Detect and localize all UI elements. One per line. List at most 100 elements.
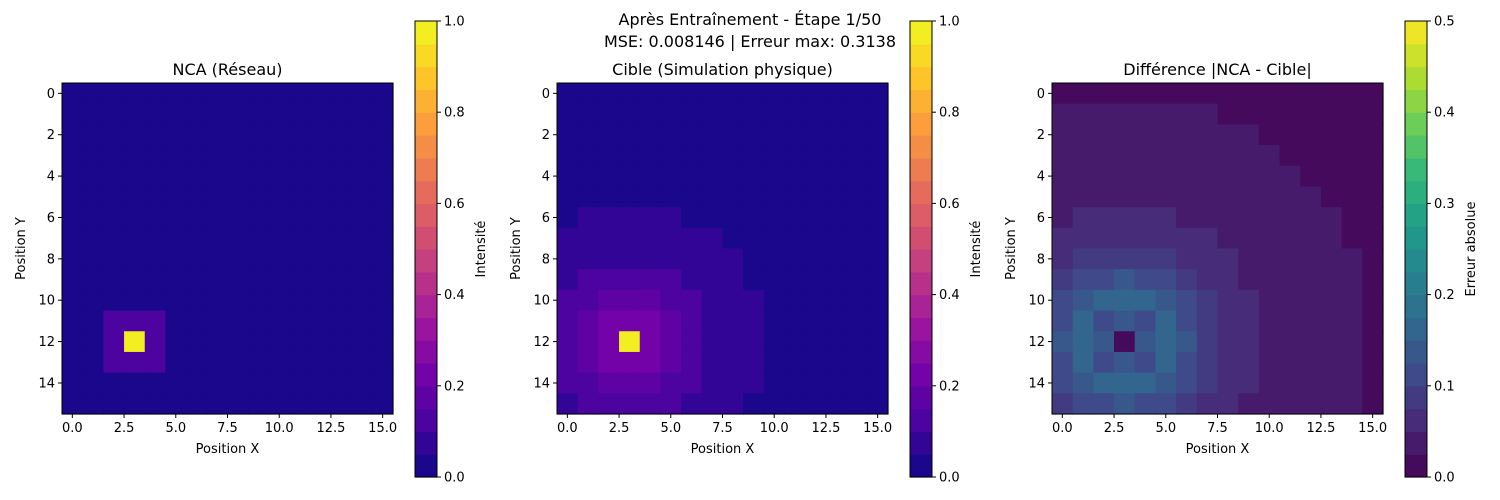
colorbar-segment xyxy=(415,271,437,296)
heatmap-cell xyxy=(1258,248,1281,270)
heatmap-cell xyxy=(1093,165,1115,188)
heatmap-cell xyxy=(1320,310,1343,332)
heatmap-cell xyxy=(1362,351,1384,374)
heatmap-cell xyxy=(557,248,579,270)
heatmap-cell xyxy=(1176,393,1198,415)
colorbar-segment xyxy=(910,21,932,45)
heatmap-cell xyxy=(144,186,167,208)
heatmap-cell xyxy=(144,393,167,415)
heatmap-cell xyxy=(372,310,394,332)
heatmap-cell xyxy=(62,248,84,270)
heatmap-cell xyxy=(1155,227,1177,250)
heatmap-cell xyxy=(1362,248,1384,270)
heatmap-cell xyxy=(124,289,146,312)
heatmap-cell xyxy=(660,186,682,208)
heatmap-cell xyxy=(330,269,353,291)
heatmap-cell xyxy=(577,227,599,250)
heatmap-cell xyxy=(248,83,270,105)
heatmap-cell xyxy=(1155,269,1177,291)
heatmap-cell xyxy=(351,124,373,146)
heatmap-cell xyxy=(1093,351,1115,374)
heatmap-cell xyxy=(1072,186,1094,208)
colorbar-tick-label: 0.2 xyxy=(444,379,465,394)
heatmap-cell xyxy=(577,83,599,105)
heatmap-cell xyxy=(577,186,599,208)
heatmap-cell xyxy=(825,393,848,415)
heatmap-cell xyxy=(289,124,311,146)
y-axis-label: Position Y xyxy=(1004,217,1019,280)
heatmap-cell xyxy=(62,165,84,188)
heatmap-cell xyxy=(1196,310,1219,332)
heatmap-cell xyxy=(805,83,827,105)
colorbar-frame xyxy=(909,20,933,478)
heatmap-cell xyxy=(1134,145,1157,167)
heatmap-cell xyxy=(310,393,332,415)
heatmap-cell xyxy=(1134,248,1157,270)
heatmap-cell xyxy=(1176,83,1198,105)
heatmap-cell xyxy=(1176,289,1198,312)
heatmap-cell xyxy=(763,331,786,353)
heatmap-cell xyxy=(1093,186,1115,208)
heatmap-cell xyxy=(372,372,394,394)
heatmap-cell xyxy=(867,83,889,105)
heatmap-cell xyxy=(867,248,889,270)
heatmap-cell xyxy=(743,372,765,394)
heatmap-cell xyxy=(1176,331,1198,353)
colorbar-segment xyxy=(415,294,437,318)
colorbar-tick-label: 0.0 xyxy=(939,471,960,486)
colorbar-segment xyxy=(1405,340,1427,364)
x-tick-label: 10.0 xyxy=(265,421,294,436)
colorbar-tick-label: 0.4 xyxy=(939,288,960,303)
heatmap-cell xyxy=(1196,124,1219,146)
heatmap-cell xyxy=(103,103,125,125)
heatmap-cell xyxy=(144,331,167,353)
panel-title: Cible (Simulation physique) xyxy=(612,60,833,79)
heatmap-cell xyxy=(1114,331,1136,353)
heatmap-cell xyxy=(186,310,208,332)
x-tick-label: 2.5 xyxy=(609,421,630,436)
heatmap-cell xyxy=(82,269,104,291)
heatmap-cell xyxy=(743,145,765,167)
heatmap-cell xyxy=(619,351,641,374)
heatmap-cell xyxy=(557,372,579,394)
heatmap-cell xyxy=(598,372,620,394)
heatmap-cell xyxy=(82,186,104,208)
heatmap-cell xyxy=(268,207,291,229)
colorbar-segment xyxy=(415,66,437,90)
heatmap-cell xyxy=(784,269,806,291)
heatmap-cell xyxy=(351,372,373,394)
heatmap-cell xyxy=(206,351,229,374)
heatmap-cell xyxy=(1114,186,1136,208)
heatmap-cell xyxy=(310,372,332,394)
y-tick-label: 2 xyxy=(47,128,55,143)
heatmap-cell xyxy=(103,269,125,291)
heatmap-cell xyxy=(681,289,703,312)
colorbar-tick-label: 0.8 xyxy=(939,106,960,121)
heatmap-cell xyxy=(1072,227,1094,250)
heatmap-cell xyxy=(310,351,332,374)
heatmap-cell xyxy=(784,165,806,188)
heatmap-cell xyxy=(103,289,125,312)
heatmap-cell xyxy=(1196,103,1219,125)
heatmap-cell xyxy=(165,289,187,312)
heatmap-cell xyxy=(1176,124,1198,146)
heatmap-cell xyxy=(186,372,208,394)
heatmap-cell xyxy=(619,103,641,125)
heatmap-cell xyxy=(227,124,249,146)
heatmap-cell xyxy=(660,393,682,415)
heatmap-cell xyxy=(248,248,270,270)
heatmap-cell xyxy=(1341,227,1363,250)
panel-title: NCA (Réseau) xyxy=(172,60,282,79)
heatmap-cell xyxy=(1279,83,1301,105)
heatmap-cell xyxy=(1300,269,1322,291)
heatmap-cell xyxy=(763,393,786,415)
heatmap-cell xyxy=(186,393,208,415)
heatmap-cell xyxy=(722,124,744,146)
heatmap-cell xyxy=(1155,393,1177,415)
heatmap-cell xyxy=(763,289,786,312)
heatmap-cell xyxy=(144,289,167,312)
heatmap-cell xyxy=(1114,289,1136,312)
heatmap-cell xyxy=(1238,393,1260,415)
heatmap-cell xyxy=(351,289,373,312)
heatmap-cell xyxy=(124,83,146,105)
